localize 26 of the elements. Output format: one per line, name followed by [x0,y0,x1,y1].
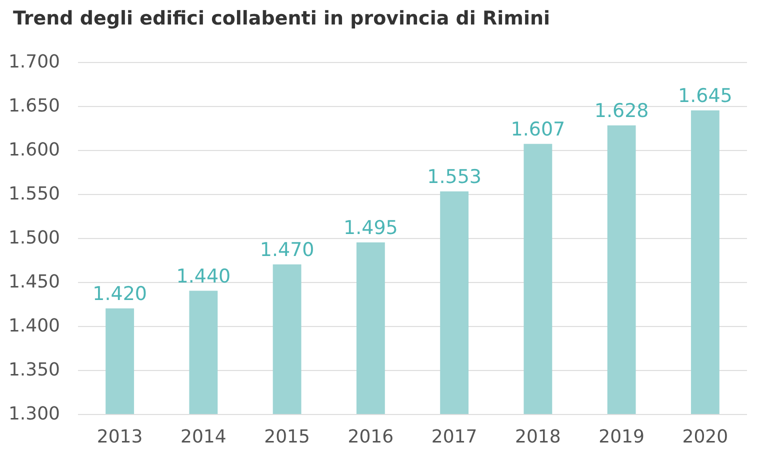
y-tick-label: 1.350 [8,360,60,380]
data-label: 1.495 [343,216,398,239]
x-tick-label: 2013 [96,426,143,448]
y-tick-label: 1.700 [8,52,60,72]
y-tick-label: 1.450 [8,272,60,292]
x-tick-label: 2016 [348,426,394,448]
x-tick-label: 2014 [180,426,226,448]
data-label: 1.628 [594,100,649,122]
data-label: 1.470 [260,238,314,261]
y-tick-label: 1.650 [8,96,60,116]
data-label: 1.553 [427,166,482,188]
data-label: 1.420 [92,282,148,305]
y-tick-label: 1.600 [8,140,60,160]
x-tick-label: 2020 [682,426,728,448]
y-tick-label: 1.500 [8,228,60,248]
x-tick-label: 2018 [515,426,561,448]
data-label: 1.645 [678,84,732,107]
y-tick-label: 1.550 [8,184,60,204]
chart-title: Trend degli edifici collabenti in provincia di Rimini [13,8,550,30]
x-tick-label: 2019 [598,426,644,448]
y-tick-label: 1.400 [8,316,60,336]
y-tick-label: 1.300 [8,404,60,424]
data-label: 1.440 [176,265,231,288]
x-tick-label: 2015 [264,426,310,448]
x-tick-label: 2017 [431,426,478,448]
data-label: 1.607 [510,118,566,140]
